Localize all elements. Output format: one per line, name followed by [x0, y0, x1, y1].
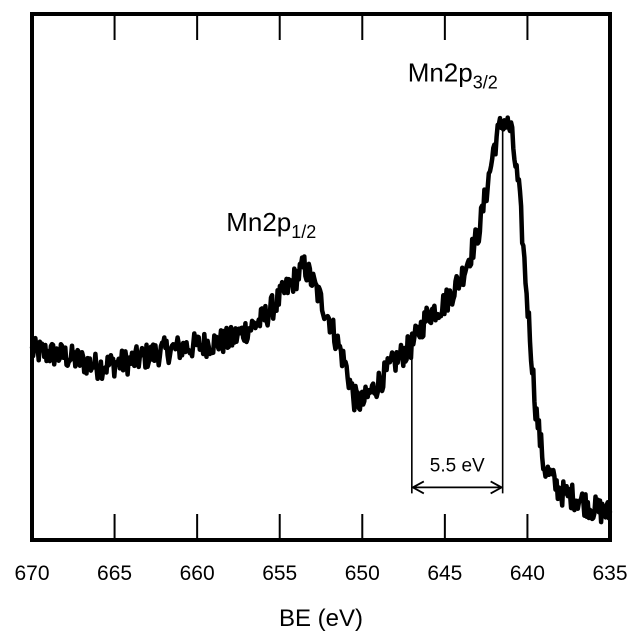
x-tick-label-650: 650 — [345, 562, 380, 585]
peak-label-main: Mn2p — [226, 207, 291, 237]
x-tick-label-640: 640 — [510, 562, 545, 585]
peak-label-subscript: 1/2 — [291, 222, 316, 242]
spectrum-line — [29, 115, 613, 525]
x-tick-label-670: 670 — [14, 562, 49, 585]
peak-label-subscript: 3/2 — [473, 73, 498, 93]
peak-label-mn2p-1-2: Mn2p1/2 — [226, 207, 316, 242]
peak-label-main: Mn2p — [408, 58, 473, 88]
splitting-arrowhead-left — [410, 480, 425, 495]
annotation-mn2p-1-2: Mn2p1/2 — [226, 207, 316, 242]
x-tick-label-655: 655 — [262, 562, 297, 585]
x-axis-title: BE (eV) — [279, 605, 363, 632]
peak-label-mn2p-3-2: Mn2p3/2 — [408, 58, 498, 93]
splitting-annotation: 5.5 eV — [410, 119, 504, 495]
splitting-arrowhead-right — [490, 480, 504, 495]
plot-frame — [30, 12, 612, 542]
annotation-mn2p-3-2: Mn2p3/2 — [408, 58, 498, 93]
x-tick-marks — [31, 14, 611, 540]
x-tick-label-665: 665 — [97, 562, 132, 585]
x-tick-label-645: 645 — [427, 562, 462, 585]
splitting-label: 5.5 eV — [430, 455, 485, 476]
x-tick-label-635: 635 — [592, 562, 627, 585]
x-tick-labels: 670 665 660 655 650 645 640 635 — [14, 562, 627, 585]
x-tick-label-660: 660 — [180, 562, 215, 585]
